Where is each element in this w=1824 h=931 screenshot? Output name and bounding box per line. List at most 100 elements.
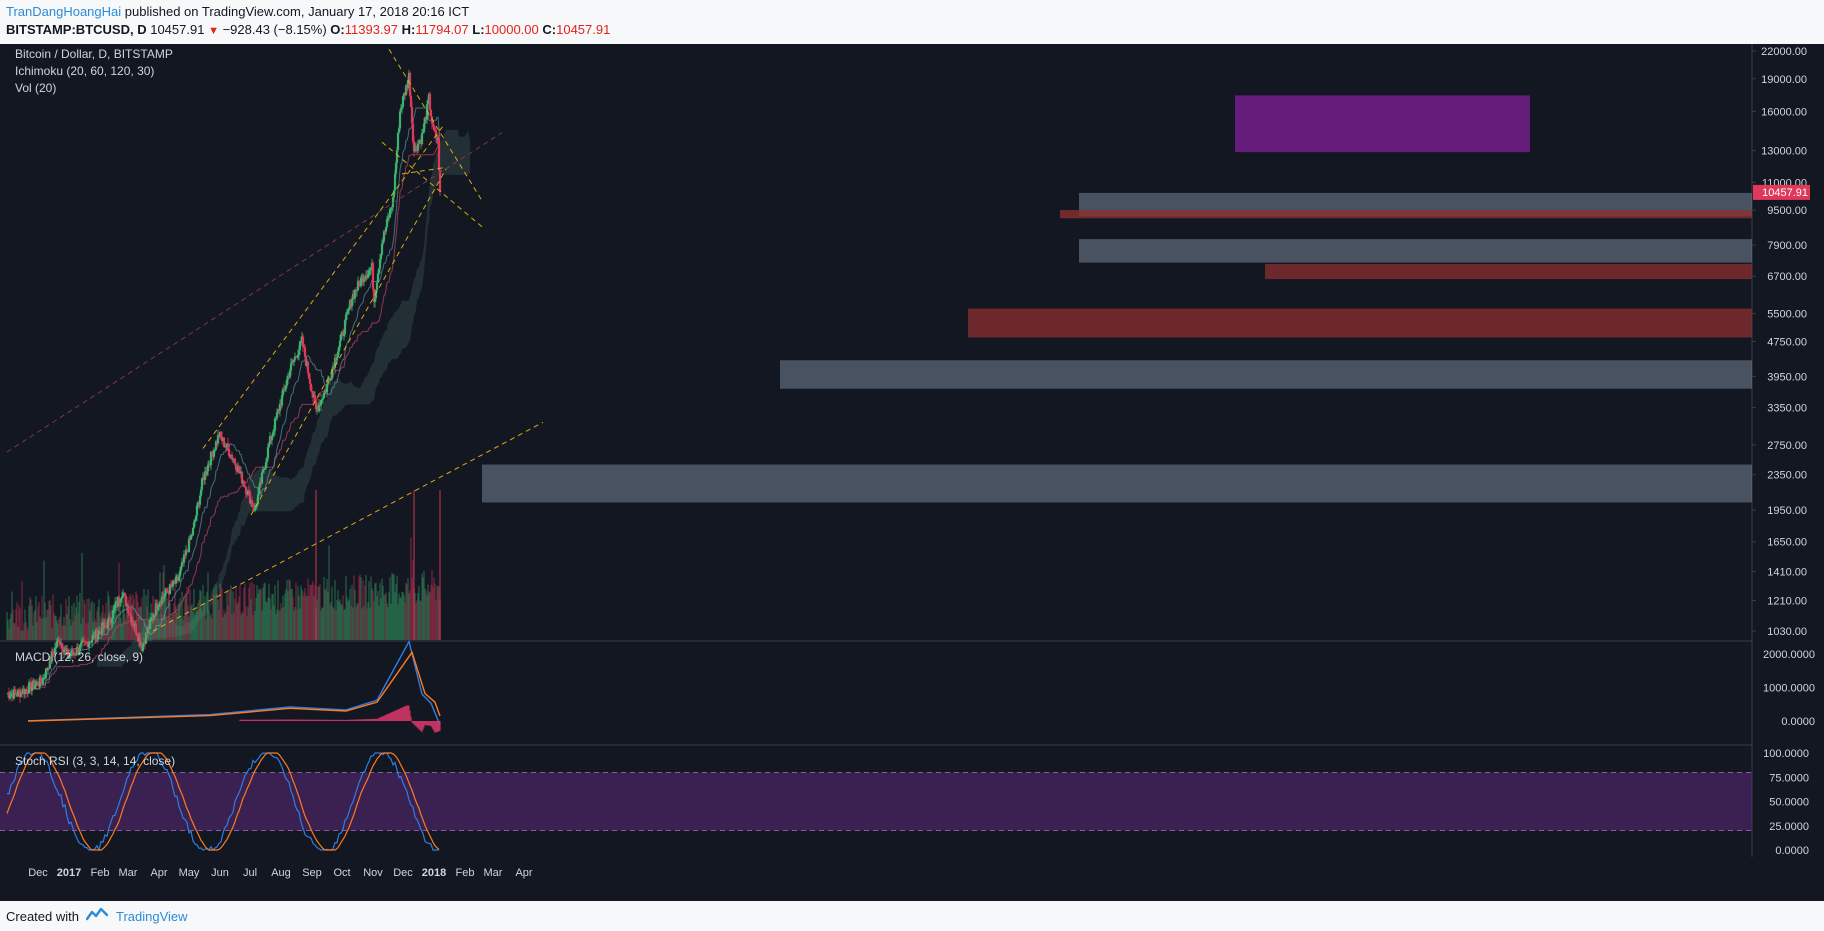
macd-histogram-bar	[257, 719, 259, 721]
candle-body	[274, 418, 278, 420]
candle-body	[153, 614, 157, 616]
macd-histogram-bar	[312, 719, 314, 721]
macd-histogram-bar	[279, 719, 281, 721]
candle-body	[304, 356, 308, 366]
candle-body	[7, 692, 11, 699]
candle-body	[313, 395, 317, 402]
volume-bar	[321, 607, 323, 640]
volume-bar	[315, 609, 317, 640]
macd-histogram-bar	[410, 716, 412, 721]
volume-bar	[86, 598, 88, 640]
macd-histogram-bar	[365, 719, 367, 721]
macd-histogram-bar	[317, 719, 319, 721]
macd-histogram-bar	[415, 721, 417, 727]
volume-bar	[207, 572, 209, 640]
macd-histogram-bar	[411, 721, 413, 723]
candle-body	[307, 372, 311, 379]
macd-histogram-bar	[433, 721, 435, 732]
author-link[interactable]: TranDangHoangHai	[6, 4, 122, 19]
volume-bar	[6, 611, 8, 640]
volume-bar	[419, 600, 421, 640]
macd-histogram-bar	[395, 710, 397, 721]
volume-bar	[301, 589, 303, 640]
macd-histogram-bar	[375, 718, 377, 721]
volume-bar	[33, 612, 35, 640]
macd-histogram-bar	[399, 708, 401, 721]
volume-bar	[222, 617, 224, 640]
volume-bar	[194, 614, 196, 640]
volume-bar	[199, 589, 201, 640]
volume-bar	[325, 588, 327, 640]
volume-bar	[211, 618, 213, 640]
candle-body	[421, 132, 425, 134]
macd-histogram-bar	[277, 719, 279, 721]
candle-body	[117, 597, 121, 603]
volume-bar	[73, 602, 75, 640]
candle-body	[25, 689, 29, 693]
volume-bar	[201, 611, 203, 640]
macd-histogram-bar	[294, 719, 296, 721]
macd-histogram-bar	[276, 719, 278, 721]
volume-bar	[273, 605, 275, 640]
volume-bar	[422, 577, 424, 640]
volume-bar	[182, 619, 184, 640]
macd-histogram-bar	[421, 721, 423, 733]
down-arrow-icon: ▼	[208, 25, 219, 37]
volume-bar	[347, 601, 349, 640]
macd-histogram-bar	[239, 719, 241, 721]
candle-body	[165, 588, 169, 592]
candle-body	[195, 505, 199, 516]
volume-bar	[186, 586, 188, 640]
macd-histogram-bar	[434, 721, 436, 733]
volume-bar	[367, 602, 369, 640]
tradingview-link[interactable]: TradingView	[116, 909, 188, 924]
candle-body	[97, 630, 101, 635]
candle-body	[326, 380, 330, 385]
chart-area[interactable]: 22000.00 19000.00 16000.00 13000.00 11000.00…	[0, 44, 1824, 901]
candle-body	[270, 435, 274, 441]
macd-histogram-bar	[289, 719, 291, 721]
macd-histogram-bar	[362, 719, 364, 721]
candle-body	[321, 398, 325, 400]
volume-bar	[188, 616, 190, 640]
candle-body	[66, 649, 70, 659]
candle-body	[234, 463, 238, 470]
volume-bar	[425, 590, 427, 640]
candle-body	[404, 85, 408, 96]
volume-bar	[18, 605, 20, 640]
candle-body	[396, 132, 400, 150]
volume-bar	[125, 619, 127, 640]
time-tick-label: Sep	[302, 867, 322, 879]
candle-body	[278, 403, 282, 411]
macd-histogram-bar	[241, 719, 243, 721]
volume-bar	[12, 609, 14, 640]
volume-bar	[236, 604, 238, 640]
volume-bar	[205, 618, 207, 640]
time-tick-label: 2018	[422, 867, 446, 879]
volume-bar	[343, 610, 345, 640]
macd-line	[27, 639, 441, 726]
candle-body	[391, 197, 395, 208]
candle-body	[193, 520, 197, 523]
candle-body	[368, 269, 372, 271]
candle-body	[134, 623, 138, 634]
volume-bar	[322, 607, 324, 640]
volume-bar	[116, 621, 118, 640]
macd-histogram-bar	[419, 721, 421, 731]
macd-histogram-bar	[408, 705, 410, 721]
volume-bar	[341, 605, 343, 640]
candle-body	[212, 449, 216, 457]
volume-bar	[376, 596, 378, 640]
volume-bar	[263, 583, 265, 640]
volume-bar	[187, 605, 189, 640]
macd-histogram-bar	[361, 719, 363, 721]
volume-bar	[198, 599, 200, 640]
volume-bar	[54, 615, 56, 640]
chart-svg[interactable]: 22000.0019000.0016000.0013000.0011000.00…	[0, 44, 1824, 901]
volume-bar	[391, 572, 393, 640]
macd-histogram-bar	[315, 719, 317, 721]
volume-bar	[255, 598, 257, 640]
volume-bar	[268, 583, 270, 640]
price-tick-label: 19000.00	[1761, 74, 1807, 86]
macd-histogram-bar	[251, 719, 253, 721]
